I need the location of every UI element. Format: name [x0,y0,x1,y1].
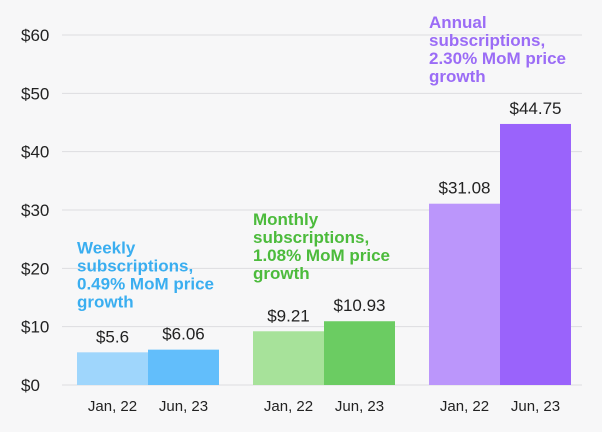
value-label: $5.6 [96,327,129,346]
category-label: Jan, 22 [88,398,137,415]
value-labels: $5.6 $6.06 $9.21 $10.93 $31.08 $44.75 [96,99,562,346]
value-label: $31.08 [439,179,491,198]
category-label: Jun, 23 [335,398,384,415]
y-tick-label: $20 [21,259,49,278]
value-label: $44.75 [510,99,562,118]
y-tick-label: $30 [21,201,49,220]
bar-annual-jun23 [500,123,571,385]
bars [77,123,571,385]
category-label: Jan, 22 [264,398,313,415]
group-annotation-monthly: Monthly subscriptions, 1.08% MoM price grow… [253,210,390,283]
y-tick-label: $50 [21,84,49,103]
bar-monthly-jun23 [324,321,395,385]
y-tick-label: $0 [21,376,40,395]
group-annotations: Weekly subscriptions, 0.49% MoM price growt… [77,13,566,312]
group-annotation-annual: Annual subscriptions, 2.30% MoM price growt… [429,13,566,86]
group-annotation-weekly: Weekly subscriptions, 0.49% MoM price growt… [77,239,214,312]
category-label: Jun, 23 [159,398,208,415]
bar-weekly-jun23 [148,349,219,385]
bar-annual-jan22 [429,203,500,385]
y-axis-tick-labels: $0 $10 $20 $30 $40 $50 $60 [21,26,49,395]
value-label: $6.06 [162,325,205,344]
value-label: $9.21 [267,306,310,325]
value-label: $10.93 [334,296,386,315]
y-tick-label: $40 [21,143,49,162]
bar-weekly-jan22 [77,352,148,385]
category-label: Jan, 22 [440,398,489,415]
gridlines [62,34,582,386]
y-tick-label: $10 [21,318,49,337]
category-label: Jun, 23 [511,398,560,415]
bar-monthly-jan22 [253,331,324,385]
y-tick-label: $60 [21,26,49,45]
x-axis-category-labels: Jan, 22 Jun, 23 Jan, 22 Jun, 23 Jan, 22 Jun, … [88,398,560,415]
